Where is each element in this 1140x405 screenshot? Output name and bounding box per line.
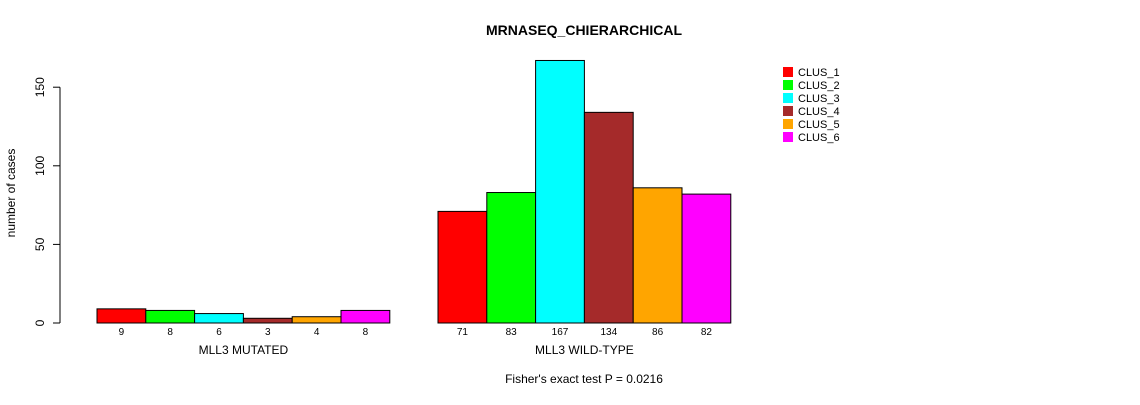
legend-swatch	[783, 132, 793, 142]
bar-count-label: 8	[167, 327, 173, 338]
bar-clus-5-group-2	[632, 187, 683, 324]
y-tick-label: 50	[33, 237, 47, 251]
y-tick-label: 150	[33, 77, 47, 97]
legend-label: CLUS_1	[798, 67, 840, 79]
y-tick-label: 0	[33, 319, 47, 326]
bar-count-label: 83	[506, 327, 518, 338]
fisher-test-annotation: Fisher's exact test P = 0.0216	[505, 372, 663, 386]
bar-count-label: 6	[216, 327, 222, 338]
bar-count-label: 8	[363, 327, 369, 338]
bar-count-label: 4	[314, 327, 320, 338]
bar-clus-3-group-2	[535, 59, 585, 324]
bar-count-label: 3	[265, 327, 271, 338]
count-labels: 9 8 6 3 4 8 71 83 167 134 86 82	[119, 327, 713, 338]
bar-count-label: 9	[119, 327, 125, 338]
legend-label: CLUS_4	[798, 106, 840, 118]
bar-count-label: 86	[652, 327, 664, 338]
bar-count-label: 71	[457, 327, 469, 338]
bar-clus-6-group-1	[340, 309, 391, 324]
legend-swatch	[783, 67, 793, 77]
bar-clus-2-group-2	[486, 192, 537, 324]
bar-clus-5-group-1	[291, 316, 342, 324]
bar-clus-3-group-1	[194, 313, 244, 324]
bar-count-label: 134	[600, 327, 617, 338]
bar-count-label: 82	[701, 327, 713, 338]
bar-clus-1-group-1	[96, 308, 147, 324]
legend-swatch	[783, 106, 793, 116]
y-axis-label: number of cases	[4, 149, 18, 238]
y-axis: 0 50 100 150	[33, 77, 61, 326]
group-label: MLL3 MUTATED	[199, 343, 289, 357]
bar-clus-4-group-1	[242, 317, 293, 324]
legend-label: CLUS_2	[798, 80, 840, 92]
chart-title: MRNASEQ_CHIERARCHICAL	[486, 22, 682, 38]
legend-swatch	[783, 93, 793, 103]
bar-clus-1-group-2	[437, 210, 488, 324]
group-label: MLL3 WILD-TYPE	[535, 343, 634, 357]
bar-count-label: 167	[552, 327, 569, 338]
legend-swatch	[783, 80, 793, 90]
group-labels: MLL3 MUTATED MLL3 WILD-TYPE	[199, 343, 634, 357]
legend-swatch	[783, 119, 793, 129]
legend-label: CLUS_6	[798, 132, 840, 144]
legend-label: CLUS_3	[798, 93, 840, 105]
bar-clus-6-group-2	[681, 193, 732, 324]
bars	[96, 59, 732, 324]
bar-clus-4-group-2	[583, 111, 634, 324]
bar-clus-2-group-1	[145, 309, 196, 324]
legend-label: CLUS_5	[798, 119, 840, 131]
y-tick-label: 100	[33, 155, 47, 175]
